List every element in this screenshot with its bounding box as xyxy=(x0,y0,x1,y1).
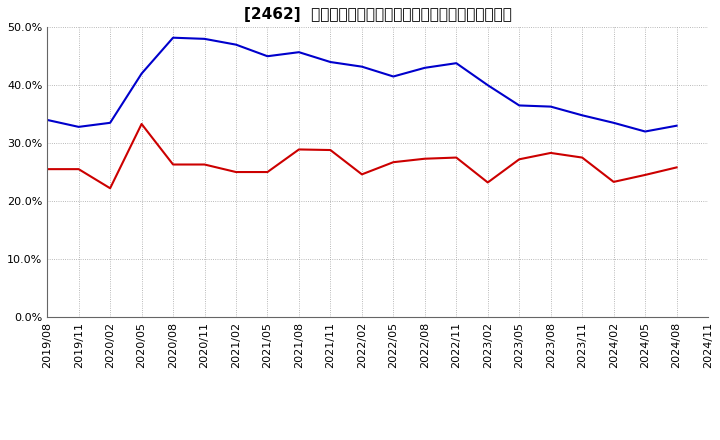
現預金 xyxy=(326,147,335,153)
現預金 xyxy=(483,180,492,185)
有利子負債 xyxy=(452,61,461,66)
現預金 xyxy=(420,156,429,161)
有利子負債 xyxy=(232,42,240,47)
有利子負債 xyxy=(483,83,492,88)
有利子負債 xyxy=(138,71,146,76)
現預金 xyxy=(389,160,397,165)
有利子負債 xyxy=(420,65,429,70)
現預金 xyxy=(515,157,523,162)
現預金 xyxy=(232,169,240,175)
現預金 xyxy=(578,155,587,160)
有利子負債 xyxy=(106,120,114,125)
有利子負債 xyxy=(672,123,681,128)
Legend: 現預金, 有利子負債: 現預金, 有利子負債 xyxy=(282,434,473,440)
現預金 xyxy=(672,165,681,170)
現預金 xyxy=(294,147,303,152)
現預金 xyxy=(43,166,52,172)
現預金 xyxy=(358,172,366,177)
現預金 xyxy=(546,150,555,156)
現預金 xyxy=(138,121,146,127)
有利子負債 xyxy=(200,36,209,41)
有利子負債 xyxy=(641,129,649,134)
現預金 xyxy=(641,172,649,178)
有利子負債 xyxy=(358,64,366,69)
現預金 xyxy=(263,169,271,175)
有利子負債 xyxy=(609,120,618,125)
有利子負債 xyxy=(578,113,587,118)
現預金 xyxy=(609,179,618,184)
Line: 現預金: 現預金 xyxy=(48,124,677,188)
有利子負債 xyxy=(43,117,52,123)
Line: 有利子負債: 有利子負債 xyxy=(48,38,677,132)
現預金 xyxy=(74,166,83,172)
有利子負債 xyxy=(389,74,397,79)
有利子負債 xyxy=(326,59,335,65)
有利子負債 xyxy=(294,50,303,55)
現預金 xyxy=(106,186,114,191)
現預金 xyxy=(452,155,461,160)
有利子負債 xyxy=(168,35,177,40)
有利子負債 xyxy=(515,103,523,108)
有利子負債 xyxy=(74,124,83,129)
現預金 xyxy=(200,162,209,167)
現預金 xyxy=(168,162,177,167)
有利子負債 xyxy=(546,104,555,109)
有利子負債 xyxy=(263,54,271,59)
Title: [2462]  現預金、有利子負債の総資産に対する比率の推移: [2462] 現預金、有利子負債の総資産に対する比率の推移 xyxy=(243,7,511,22)
